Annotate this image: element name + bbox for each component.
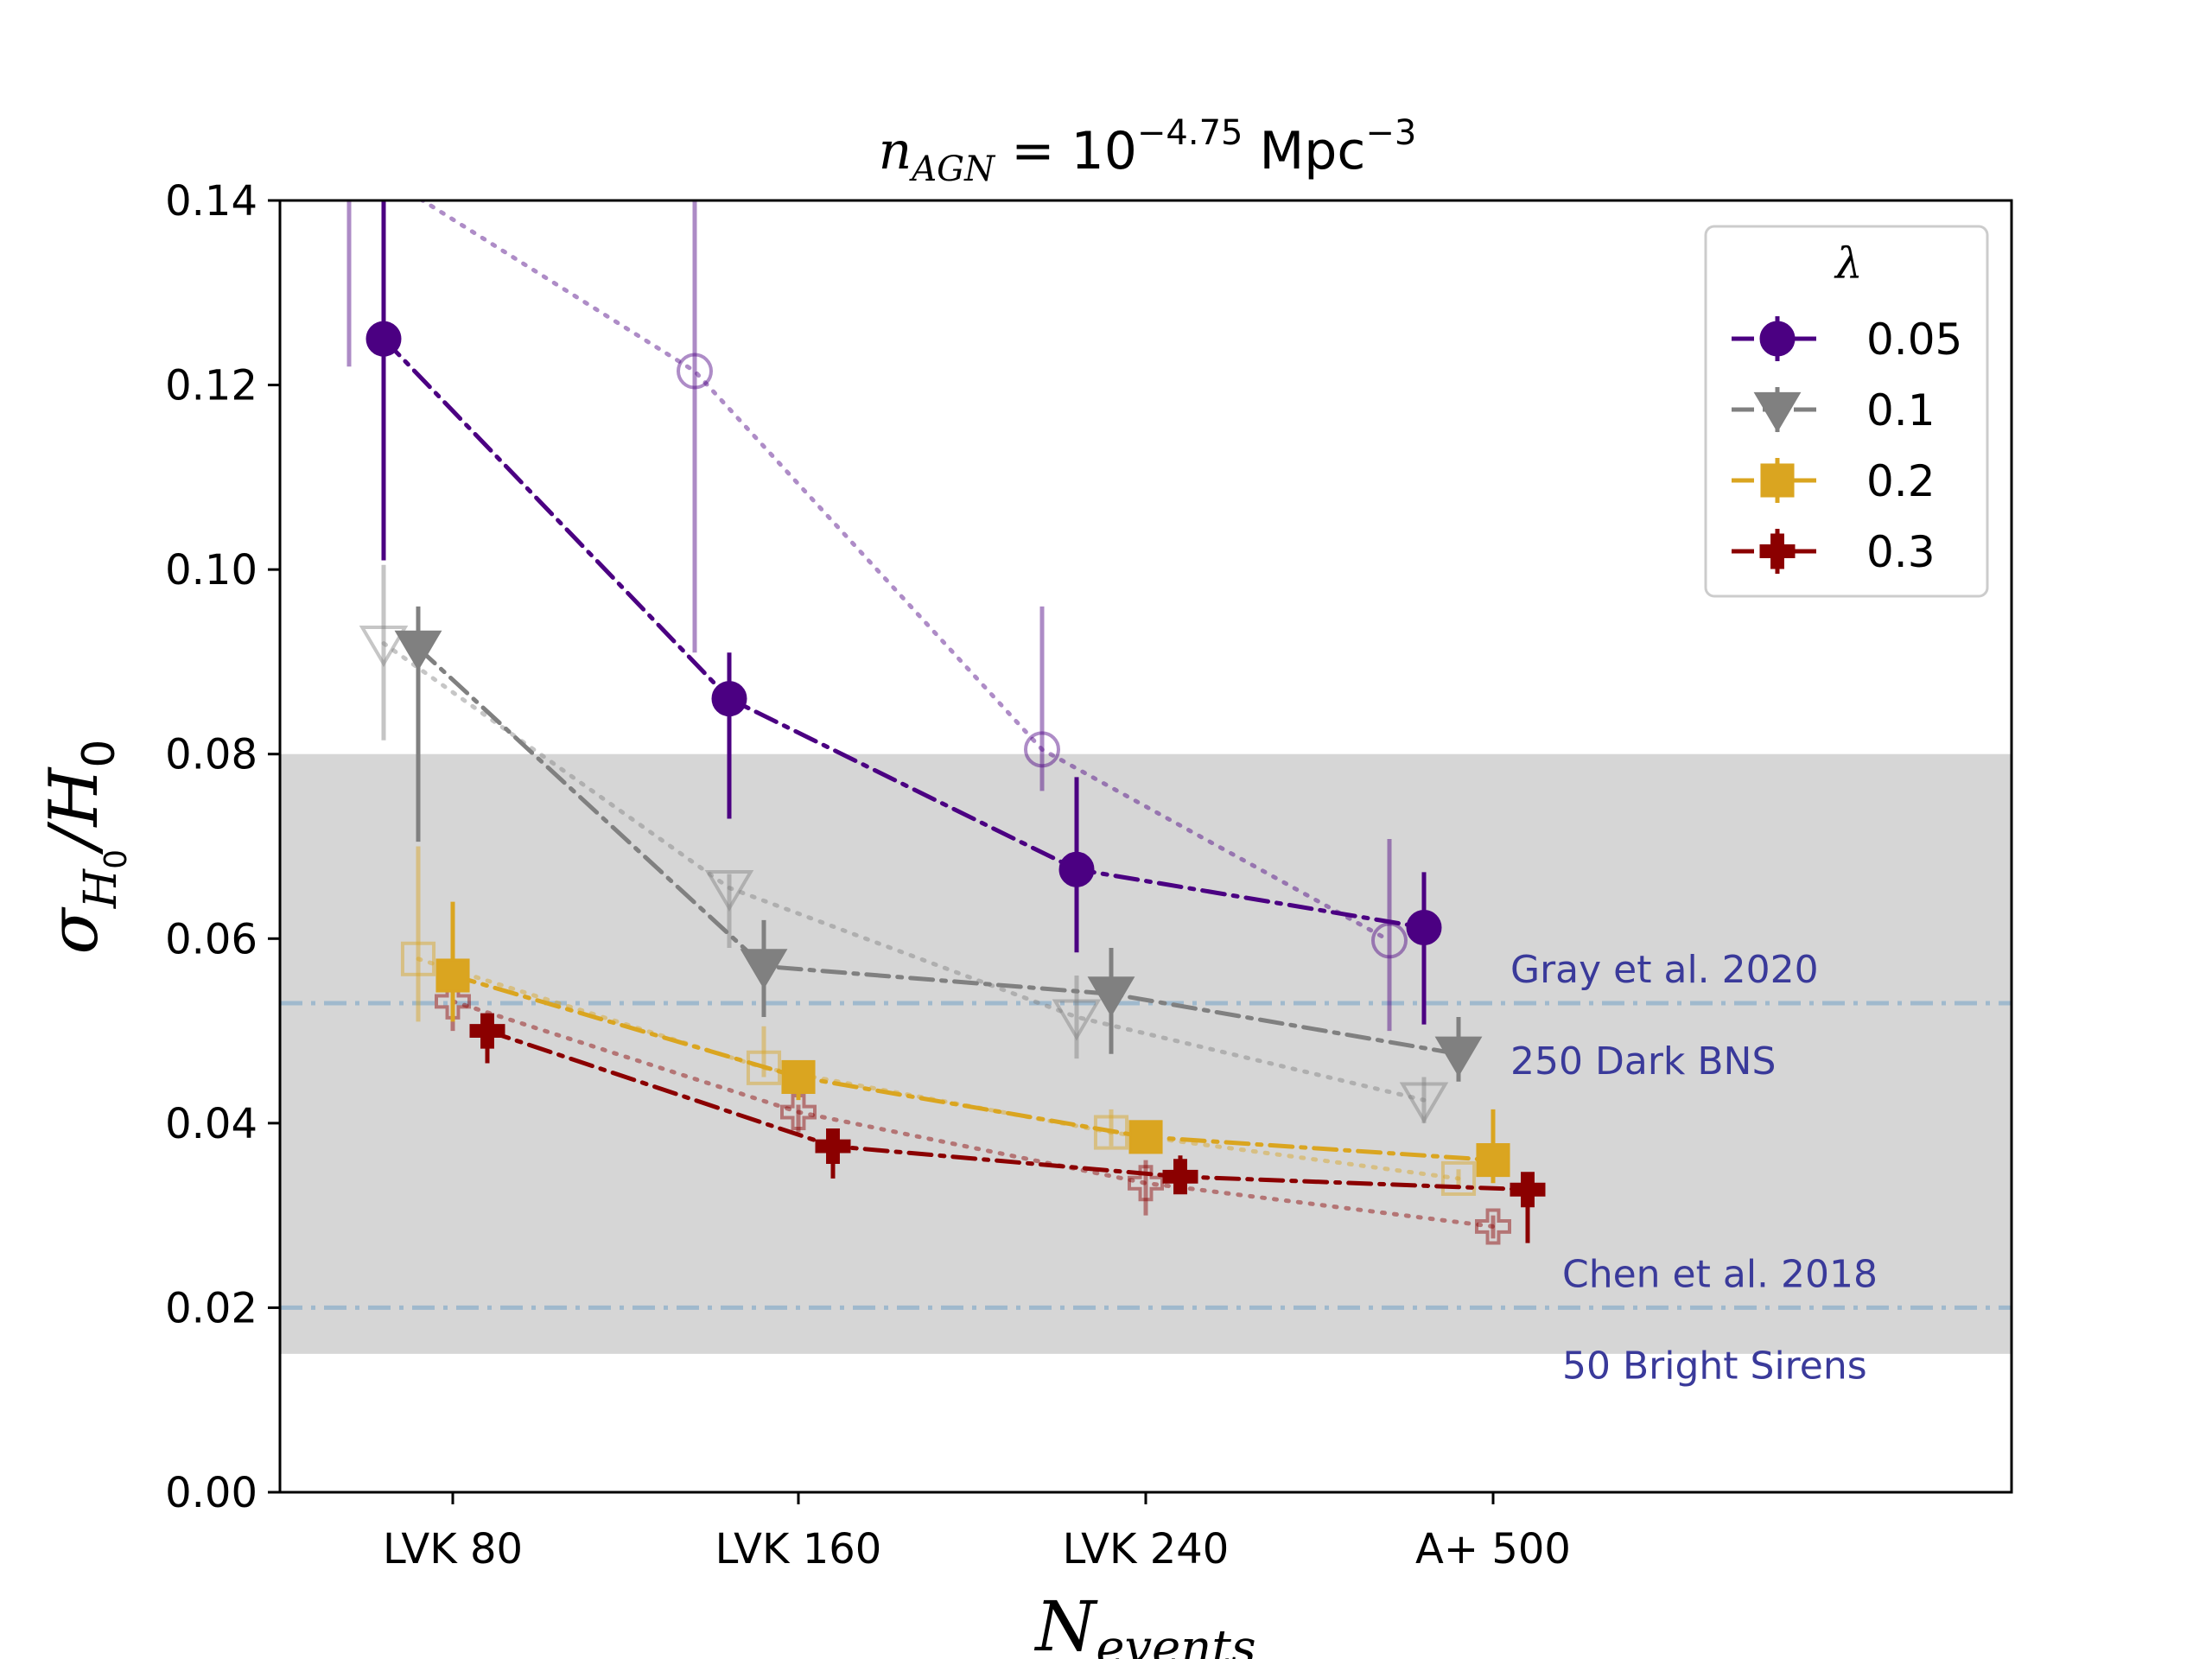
data-point <box>815 1128 851 1165</box>
legend-label: 0.3 <box>1866 527 1936 577</box>
reference-label-bottom: 50 Bright Sirens <box>1562 1344 1867 1388</box>
shaded-band-layer <box>280 753 2012 1354</box>
data-point <box>1434 1036 1483 1077</box>
y-tick-label: 0.06 <box>165 915 257 963</box>
x-axis-label: Nevents <box>1033 1586 1255 1659</box>
legend-marker <box>1753 391 1802 433</box>
legend-title: λ <box>1834 238 1863 289</box>
y-tick-label: 0.08 <box>165 731 257 779</box>
legend-item-0.2: 0.2 <box>1732 456 1936 506</box>
x-tick-label: LVK 80 <box>383 1525 523 1573</box>
data-point <box>1399 1082 1449 1124</box>
series-0.1-filled <box>394 606 1483 1082</box>
legend: λ 0.05 0.1 0.2 0.3 <box>1704 225 1989 598</box>
data-point <box>469 1013 505 1049</box>
data-point <box>1128 1165 1164 1202</box>
data-point <box>435 982 471 1020</box>
data-point <box>1162 1159 1198 1195</box>
data-point <box>400 941 436 976</box>
data-point <box>1087 976 1135 1017</box>
data-point <box>1510 1172 1546 1208</box>
data-point <box>359 625 409 668</box>
data-point <box>1476 1143 1510 1178</box>
y-tick-label: 0.04 <box>165 1100 257 1148</box>
data-point <box>1052 999 1102 1041</box>
data-point <box>1406 909 1442 945</box>
x-tick-label: LVK 240 <box>1063 1525 1230 1573</box>
data-point <box>781 1059 816 1095</box>
series-line <box>450 973 1496 1163</box>
series-line <box>418 200 1392 943</box>
legend-marker <box>1759 321 1796 357</box>
legend-marker <box>1760 463 1795 498</box>
data-point <box>394 630 442 671</box>
data-point <box>1024 731 1060 768</box>
reference-label-top: Chen et al. 2018 <box>1562 1252 1878 1296</box>
legend-item-0.05: 0.05 <box>1732 315 1962 365</box>
ylabel-rest-sub: 0 <box>73 740 125 768</box>
ylabel-subsub: 0 <box>99 849 134 869</box>
legend-item-0.3: 0.3 <box>1732 527 1936 577</box>
legend-marker <box>1759 533 1796 569</box>
series-line <box>485 1028 1530 1192</box>
data-point <box>1128 1120 1163 1154</box>
data-point <box>677 353 713 390</box>
data-point <box>1371 922 1408 959</box>
xlabel-main: N <box>1033 1586 1098 1659</box>
x-tick-label: LVK 160 <box>715 1525 882 1573</box>
reference-lines-layer: Gray et al. 2020 250 Dark BNS Chen et al. … <box>280 948 2012 1388</box>
series-0.3-open <box>435 980 1511 1245</box>
reference-label-bottom: 250 Dark BNS <box>1510 1039 1776 1084</box>
chart-title: nAGN = 10−4.75 Mpc−3 <box>879 113 1417 189</box>
ylabel-sub: H <box>75 868 127 909</box>
xlabel-sub: events <box>1096 1620 1255 1659</box>
title-sub: AGN <box>908 149 996 189</box>
y-tick-label: 0.14 <box>165 177 257 226</box>
series-0.2-filled <box>435 901 1510 1184</box>
series-line <box>416 645 1461 1057</box>
data-point <box>711 681 747 717</box>
title-n: n <box>879 121 912 181</box>
title-unit-exp: −3 <box>1365 113 1416 153</box>
data-point <box>1440 1160 1477 1196</box>
y-tick-label: 0.12 <box>165 362 257 410</box>
legend-label: 0.1 <box>1866 385 1936 435</box>
series-line <box>416 957 1461 1181</box>
data-point <box>740 949 788 989</box>
series-line <box>381 641 1427 1103</box>
reference-label-top: Gray et al. 2020 <box>1510 948 1819 992</box>
data-point <box>435 958 470 993</box>
y-tick-label: 0.02 <box>165 1284 257 1332</box>
series-0.05-filled <box>365 200 1442 1025</box>
series-0.1-open <box>359 564 1449 1124</box>
y-tick-label: 0.00 <box>165 1469 257 1517</box>
title-exp: −4.75 <box>1137 113 1243 153</box>
series-0.2-open <box>400 846 1477 1196</box>
title-eq: = 10 <box>995 121 1137 181</box>
title-unit: Mpc <box>1243 121 1365 181</box>
data-point <box>1058 851 1095 887</box>
series-0.05-open <box>333 138 1408 1032</box>
series-line <box>450 999 1496 1229</box>
legend-label: 0.2 <box>1866 456 1936 506</box>
data-point <box>333 138 365 171</box>
ylabel-sigma: σ <box>35 906 113 954</box>
data-point <box>704 869 754 912</box>
series-layer <box>333 138 1546 1245</box>
axis-ticks-layer: 0.00 0.02 0.04 0.06 0.08 0.10 0.12 0.14 LVK 80 LV… <box>165 177 1571 1573</box>
data-point <box>365 321 402 357</box>
legend-label: 0.05 <box>1866 315 1962 365</box>
series-line <box>381 336 1427 930</box>
data-point <box>1475 1208 1511 1245</box>
ylabel-rest: /H <box>35 766 113 855</box>
data-point <box>746 1050 782 1085</box>
series-0.3-filled <box>469 1013 1546 1243</box>
data-point <box>780 1094 817 1131</box>
shaded-band <box>280 753 2012 1354</box>
x-tick-label: A+ 500 <box>1415 1525 1571 1573</box>
legend-item-0.1: 0.1 <box>1732 385 1936 435</box>
y-tick-label: 0.10 <box>165 546 257 594</box>
y-axis-label: σH0/H0 <box>35 740 134 955</box>
